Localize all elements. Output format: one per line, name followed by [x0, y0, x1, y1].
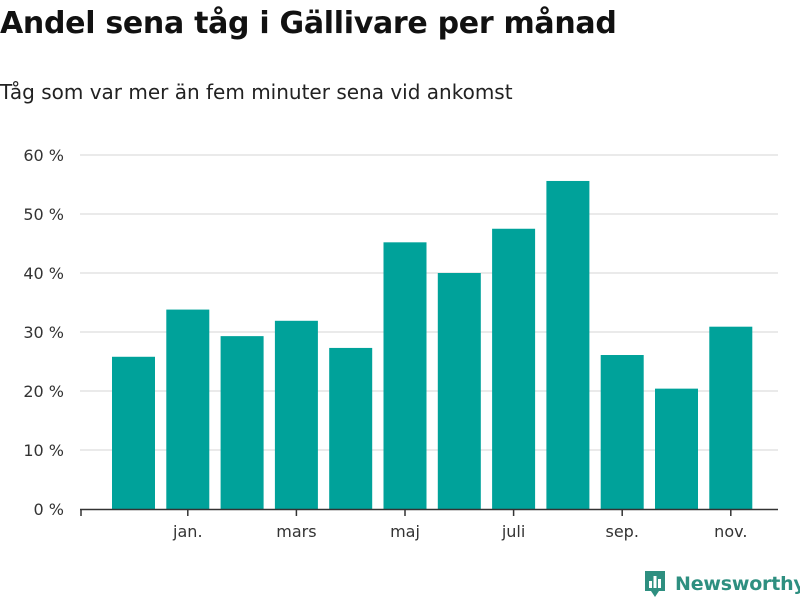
bar: [166, 309, 210, 509]
bar: [437, 273, 481, 509]
newsworthy-logo-text: Newsworthy: [675, 573, 800, 595]
tick-labels: 0 % 10 % 20 % 30 % 40 % 50 % 60 % jan. mars maj ju…: [23, 146, 747, 541]
bar: [329, 347, 373, 509]
y-tick-label: 40 %: [23, 264, 64, 283]
y-tick-label: 50 %: [23, 205, 64, 224]
x-tick-label: maj: [390, 522, 420, 541]
newsworthy-logo: Newsworthy: [643, 569, 800, 599]
bar: [383, 242, 427, 509]
chart-title: Andel sena tåg i Gällivare per månad: [0, 6, 617, 41]
y-tick-label: 20 %: [23, 382, 64, 401]
y-tick-label: 0 %: [34, 500, 64, 519]
bar: [655, 388, 698, 509]
x-axis: [80, 508, 778, 516]
x-tick-label: jan.: [172, 522, 202, 541]
x-tick-label: nov.: [714, 522, 747, 541]
chart-subtitle: Tåg som var mer än fem minuter sena vid …: [0, 80, 513, 104]
bar: [492, 228, 536, 509]
bar: [709, 326, 753, 509]
bar: [112, 356, 155, 509]
y-tick-label: 10 %: [23, 441, 64, 460]
x-tick-label: mars: [276, 522, 316, 541]
x-tick-label: juli: [501, 522, 525, 541]
newsworthy-logo-icon: [645, 571, 665, 597]
y-tick-label: 30 %: [23, 323, 64, 342]
bar: [600, 355, 644, 509]
bars: [112, 180, 753, 509]
y-tick-label: 60 %: [23, 146, 64, 165]
bar: [220, 336, 264, 509]
bar: [546, 180, 590, 509]
x-tick-label: sep.: [605, 522, 638, 541]
bar: [274, 320, 318, 509]
